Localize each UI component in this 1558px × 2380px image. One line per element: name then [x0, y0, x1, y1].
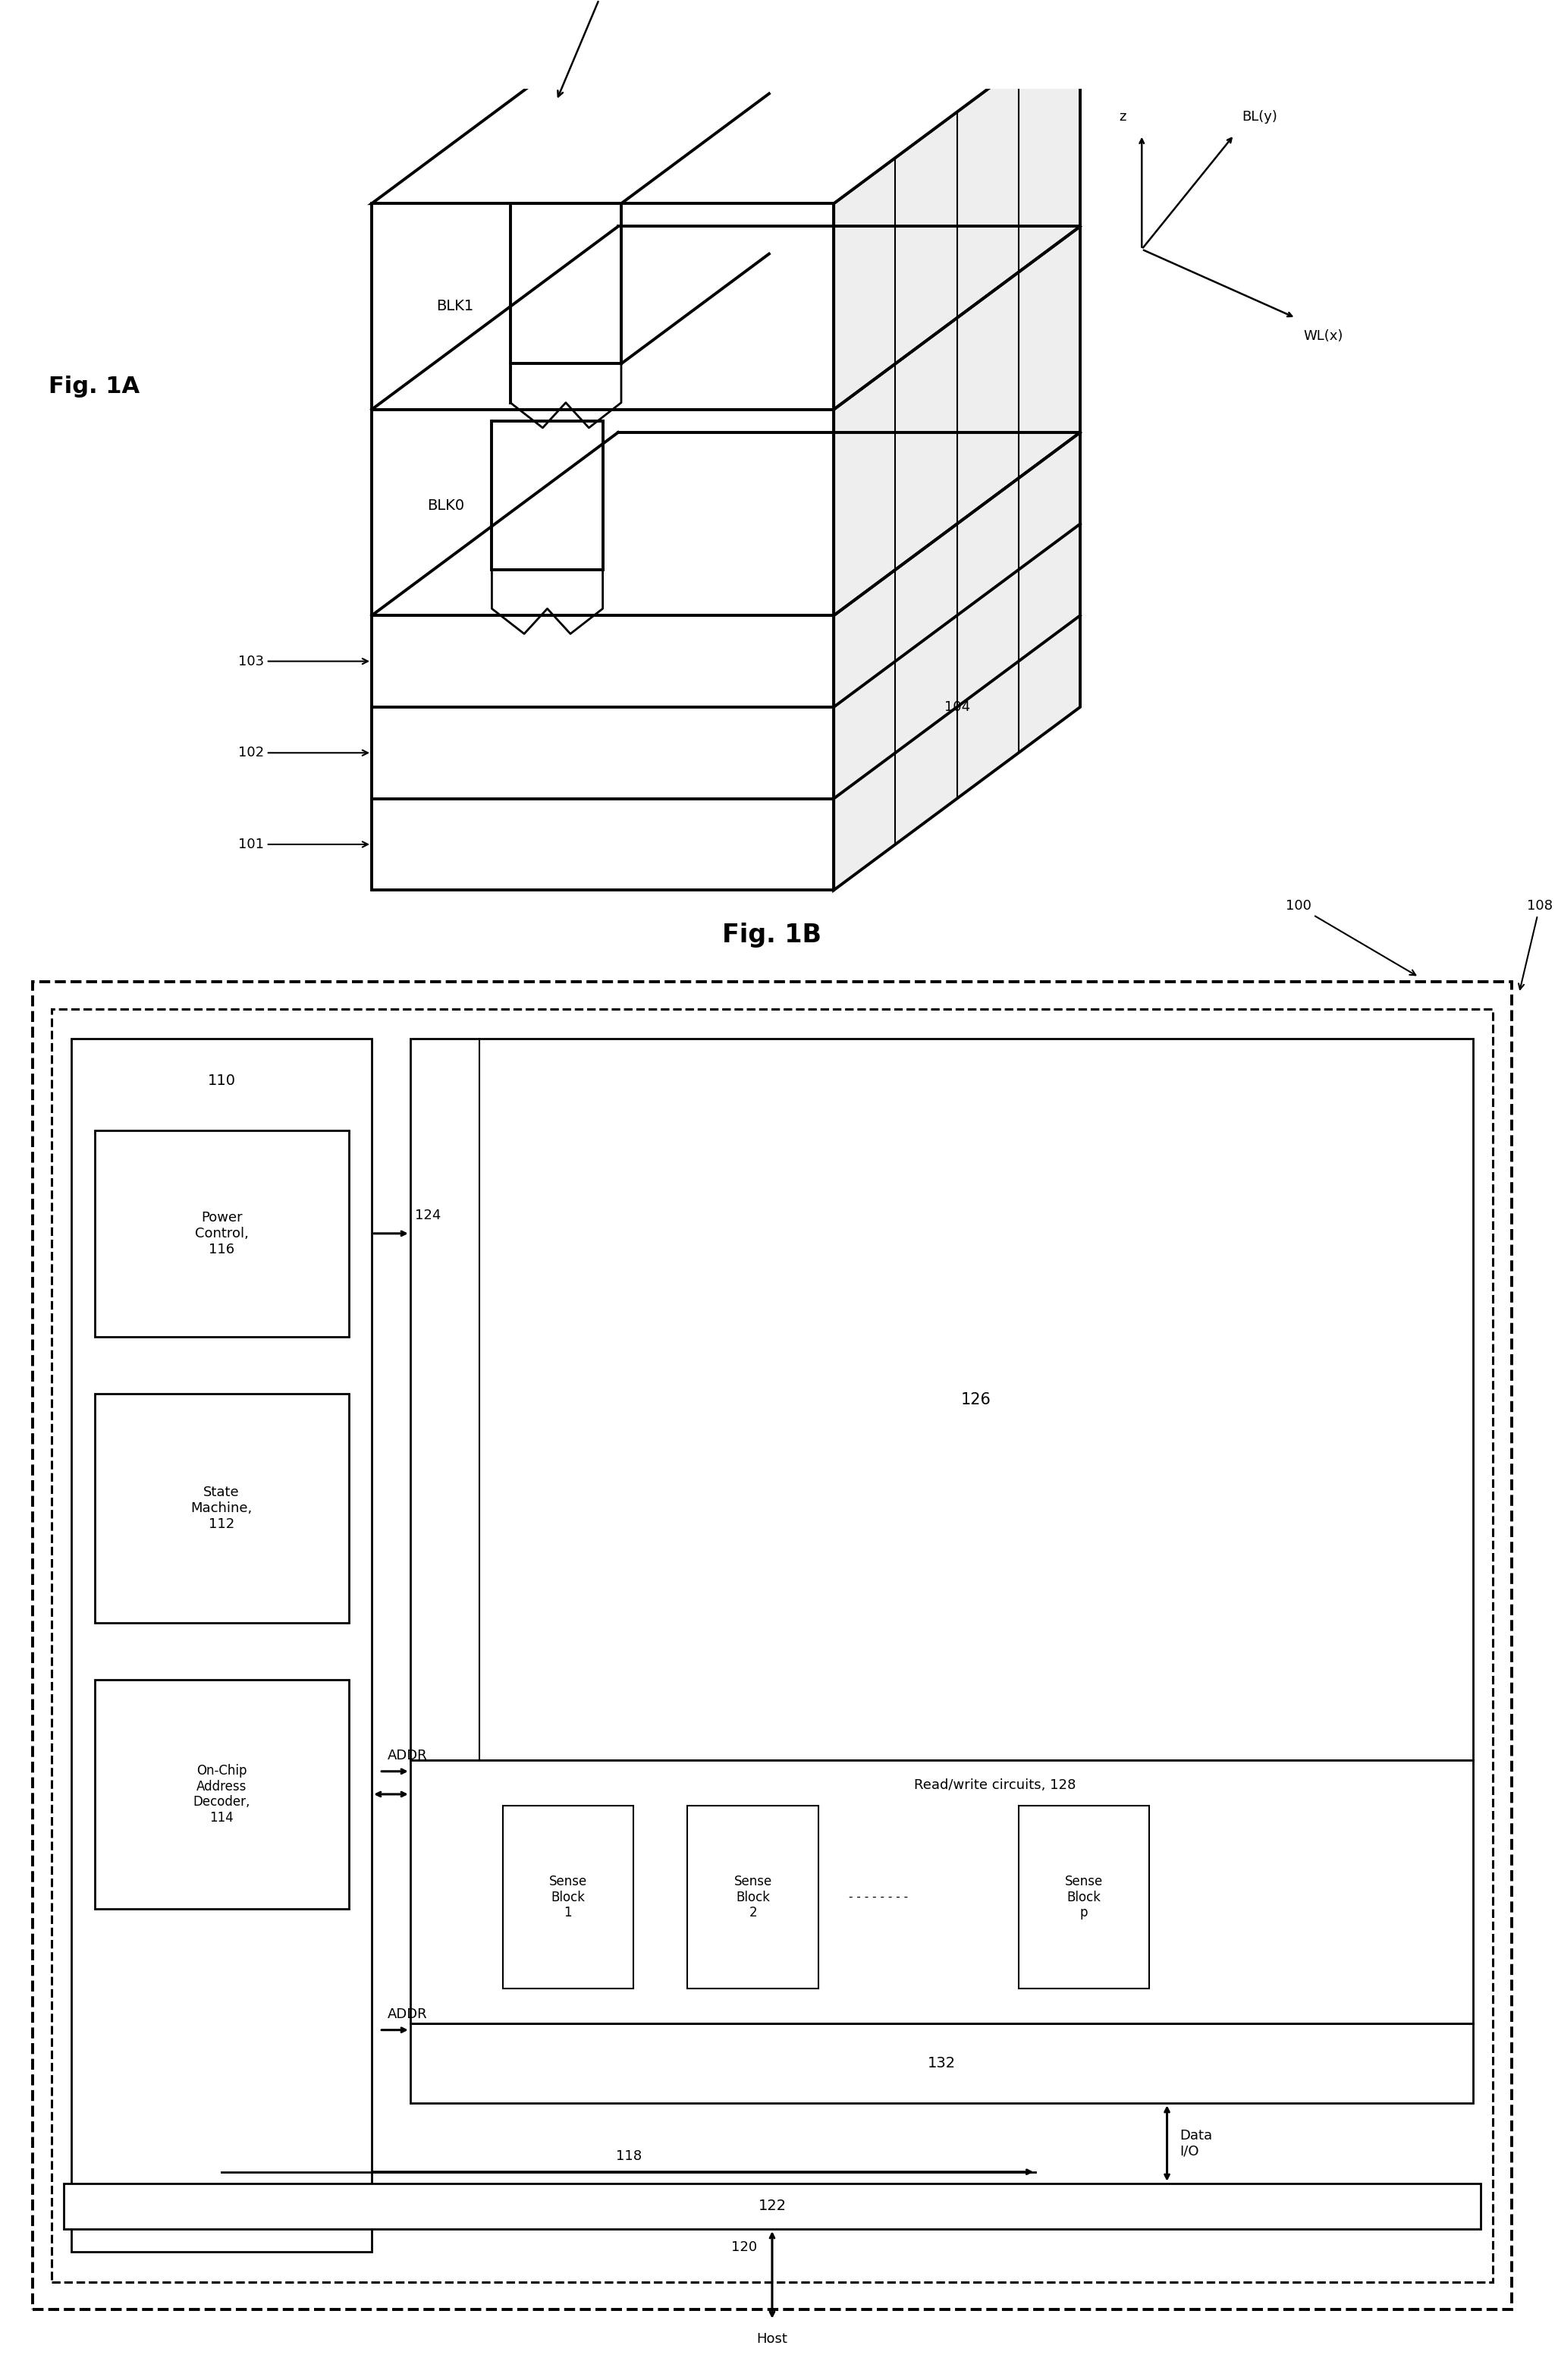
Text: Fig. 1B: Fig. 1B	[723, 923, 821, 947]
Text: Data
I/O: Data I/O	[1179, 2128, 1212, 2159]
FancyBboxPatch shape	[72, 1040, 372, 2251]
FancyBboxPatch shape	[410, 1040, 1472, 1759]
Text: - - - - - - - -: - - - - - - - -	[849, 1892, 908, 1904]
Text: Host: Host	[757, 2332, 788, 2347]
Text: 102: 102	[238, 745, 368, 759]
Polygon shape	[372, 21, 1080, 205]
Text: ADDR: ADDR	[386, 1749, 427, 1761]
Text: Power
Control,
116: Power Control, 116	[195, 1211, 248, 1257]
Text: 118: 118	[615, 2149, 642, 2163]
Text: BL(y): BL(y)	[1242, 109, 1278, 124]
FancyBboxPatch shape	[95, 1680, 349, 1909]
FancyBboxPatch shape	[1019, 1806, 1150, 1990]
Text: 132: 132	[927, 2056, 955, 2071]
FancyBboxPatch shape	[64, 2182, 1480, 2230]
Text: Read/write circuits, 128: Read/write circuits, 128	[913, 1778, 1075, 1792]
FancyBboxPatch shape	[410, 2023, 1472, 2104]
Text: 108: 108	[1519, 900, 1553, 990]
FancyBboxPatch shape	[410, 1759, 1472, 2023]
FancyBboxPatch shape	[95, 1130, 349, 1338]
Text: State
Machine,
112: State Machine, 112	[190, 1485, 252, 1530]
Text: Sense
Block
p: Sense Block p	[1066, 1875, 1103, 1921]
Text: 103: 103	[238, 655, 368, 669]
Text: 120: 120	[731, 2240, 757, 2254]
Text: 100: 100	[1285, 900, 1416, 976]
Text: Fig. 1A: Fig. 1A	[48, 376, 139, 397]
Polygon shape	[372, 205, 834, 890]
Text: 101: 101	[238, 838, 368, 852]
Text: 104: 104	[944, 700, 971, 714]
Text: 124: 124	[414, 1209, 441, 1221]
Text: 130: 130	[757, 1759, 871, 1804]
FancyBboxPatch shape	[95, 1395, 349, 1623]
FancyBboxPatch shape	[687, 1806, 818, 1990]
Text: 126: 126	[961, 1392, 991, 1407]
Polygon shape	[834, 21, 1080, 890]
Text: z: z	[1119, 109, 1126, 124]
Text: 100: 100	[558, 0, 615, 98]
Text: Sense
Block
2: Sense Block 2	[734, 1875, 771, 1921]
Text: WL(x): WL(x)	[1304, 328, 1343, 343]
Text: ADDR: ADDR	[386, 2006, 427, 2021]
Text: Sense
Block
1: Sense Block 1	[548, 1875, 587, 1921]
Text: BLK1: BLK1	[436, 300, 474, 314]
Text: 110: 110	[207, 1073, 235, 1088]
Text: 122: 122	[759, 2199, 787, 2213]
FancyBboxPatch shape	[503, 1806, 634, 1990]
Text: On-Chip
Address
Decoder,
114: On-Chip Address Decoder, 114	[193, 1764, 251, 1825]
Text: BLK0: BLK0	[427, 497, 464, 512]
